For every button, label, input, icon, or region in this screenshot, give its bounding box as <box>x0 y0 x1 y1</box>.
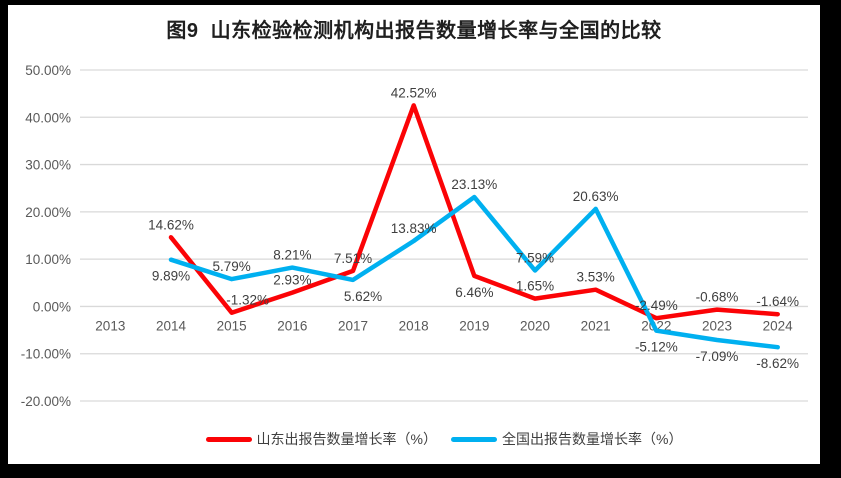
data-label-shandong-2021: 3.53% <box>577 270 615 285</box>
data-label-shandong-2020: 1.65% <box>516 279 554 294</box>
x-axis-tick-label: 2024 <box>763 318 794 333</box>
y-axis-tick-label: 20.00% <box>25 205 71 220</box>
x-axis-tick-label: 2023 <box>702 318 732 333</box>
data-label-national-2015: 5.79% <box>213 259 251 274</box>
x-axis-tick-label: 2018 <box>399 318 429 333</box>
data-label-national-2021: 20.63% <box>573 189 619 204</box>
data-label-national-2017: 5.62% <box>344 289 382 304</box>
data-label-national-2019: 23.13% <box>451 177 497 192</box>
data-label-national-2024: -8.62% <box>756 356 799 371</box>
y-axis-tick-label: -10.00% <box>21 347 71 362</box>
legend-label-shandong: 山东出报告数量增长率（%） <box>256 431 437 447</box>
x-axis-tick-label: 2014 <box>156 318 187 333</box>
data-label-national-2020: 7.59% <box>516 251 554 266</box>
data-label-shandong-2017: 7.51% <box>334 251 372 266</box>
x-axis-tick-label: 2021 <box>581 318 611 333</box>
data-label-national-2014: 9.89% <box>152 269 190 284</box>
data-label-shandong-2022: -2.49% <box>635 298 678 313</box>
legend-swatch-shandong <box>205 436 252 442</box>
legend-item-national: 全国出报告数量增长率（%） <box>451 429 682 449</box>
data-label-national-2016: 8.21% <box>273 248 311 263</box>
legend-item-shandong: 山东出报告数量增长率（%） <box>205 429 437 449</box>
legend-swatch-national <box>451 436 497 442</box>
x-axis-tick-label: 2020 <box>520 318 550 333</box>
legend-label-national: 全国出报告数量增长率（%） <box>502 431 683 447</box>
data-label-shandong-2024: -1.64% <box>756 294 799 309</box>
y-axis-tick-label: 50.00% <box>25 63 71 78</box>
frame-border-left <box>0 0 8 478</box>
series-line-shandong <box>168 103 780 321</box>
x-axis-tick-label: 2019 <box>459 318 489 333</box>
x-axis-tick-label: 2015 <box>217 318 247 333</box>
chart-title: 图9 山东检验检测机构出报告数量增长率与全国的比较 <box>166 20 662 42</box>
data-label-shandong-2015: -1.32% <box>226 293 269 308</box>
x-axis-tick-label: 2017 <box>338 318 368 333</box>
frame-border-bottom <box>0 464 841 478</box>
data-label-shandong-2016: 2.93% <box>273 273 311 288</box>
chart-legend: 山东出报告数量增长率（%） 全国出报告数量增长率（%） <box>80 429 808 449</box>
data-label-shandong-2019: 6.46% <box>455 285 493 300</box>
x-axis-tick-label: 2016 <box>277 318 307 333</box>
data-label-national-2023: -7.09% <box>696 349 739 364</box>
y-axis-tick-label: 0.00% <box>33 299 71 314</box>
frame-border-top <box>0 0 841 5</box>
y-axis-tick-label: 30.00% <box>25 158 71 173</box>
y-axis-tick-label: 10.00% <box>25 252 71 267</box>
series-line-national <box>168 194 780 350</box>
y-axis-tick-label: -20.00% <box>21 394 71 409</box>
y-axis-tick-label: 40.00% <box>25 110 71 125</box>
data-label-shandong-2018: 42.52% <box>391 85 437 100</box>
frame-border-right <box>820 0 841 478</box>
data-label-shandong-2014: 14.62% <box>148 217 194 232</box>
x-axis-tick-label: 2013 <box>95 318 125 333</box>
data-label-national-2018: 13.83% <box>391 221 437 236</box>
data-label-shandong-2023: -0.68% <box>696 290 739 305</box>
data-label-national-2022: -5.12% <box>635 340 678 355</box>
